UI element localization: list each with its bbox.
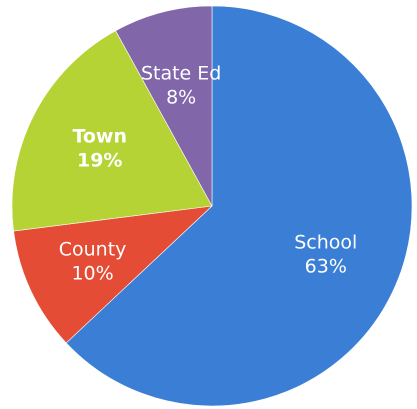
- pie-slice-state-ed: [115, 5, 213, 207]
- slice-value-county: 10%: [71, 263, 113, 285]
- pie-slice-town: [11, 30, 213, 232]
- slice-label-county: County: [59, 239, 127, 261]
- slice-value-town: 19%: [77, 149, 122, 171]
- slice-label-town: Town: [72, 125, 127, 147]
- slice-value-school: 63%: [305, 256, 347, 278]
- pie-slice-county: [13, 205, 213, 344]
- slice-value-state-ed: 8%: [166, 86, 196, 108]
- slices-layer: [11, 5, 413, 407]
- pie-slice-school: [65, 5, 413, 407]
- slice-label-school: School: [294, 232, 357, 254]
- slice-label-state-ed: State Ed: [141, 62, 221, 84]
